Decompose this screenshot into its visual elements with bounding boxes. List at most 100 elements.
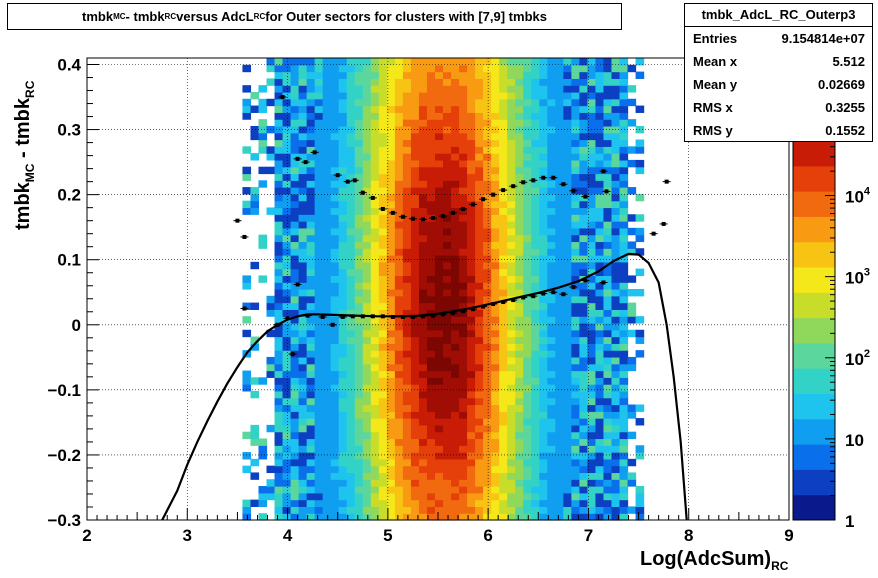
heatmap-cell <box>595 234 605 243</box>
heatmap-cell <box>362 159 372 168</box>
heatmap-cell <box>523 261 532 270</box>
heatmap-cell <box>555 78 564 86</box>
heatmap-cell <box>459 125 468 134</box>
heatmap-cell <box>587 207 597 215</box>
heatmap-cell <box>322 173 332 181</box>
heatmap-cell <box>539 316 548 324</box>
heatmap-cell <box>595 445 605 453</box>
heatmap-cell <box>515 472 524 480</box>
heatmap-cell <box>258 85 268 93</box>
heatmap-cell <box>523 322 532 331</box>
heatmap-cell <box>266 58 276 66</box>
heatmap-cell <box>410 404 420 412</box>
heatmap-cell <box>467 146 476 154</box>
palette-swatch <box>793 317 835 344</box>
heatmap-cell <box>314 343 324 351</box>
heatmap-cell <box>354 329 364 338</box>
heatmap-cell <box>402 472 412 480</box>
heatmap-cell <box>467 458 476 467</box>
heatmap-cell <box>491 119 500 127</box>
heatmap-cell <box>250 343 260 351</box>
heatmap-cell <box>523 404 532 412</box>
heatmap-cell <box>451 112 460 120</box>
heatmap-cell <box>499 132 508 141</box>
heatmap-cell <box>362 370 372 378</box>
heatmap-cell <box>587 200 597 209</box>
heatmap-cell <box>547 513 556 521</box>
heatmap-cell <box>370 377 380 385</box>
heatmap-cell <box>354 397 364 406</box>
heatmap-cell <box>410 85 420 93</box>
heatmap-cell <box>547 180 556 188</box>
heatmap-cell <box>394 363 404 372</box>
heatmap-cell <box>418 200 428 209</box>
heatmap-cell <box>274 390 284 399</box>
heatmap-cell <box>539 302 548 310</box>
heatmap-cell <box>539 112 548 120</box>
heatmap-cell <box>451 384 460 392</box>
heatmap-cell <box>523 390 532 399</box>
heatmap-cell <box>507 513 516 521</box>
heatmap-cell <box>571 445 581 453</box>
heatmap-cell <box>394 261 404 270</box>
heatmap-cell <box>394 85 404 93</box>
heatmap-cell <box>587 336 597 344</box>
heatmap-cell <box>539 513 548 521</box>
heatmap-cell <box>499 207 508 215</box>
heatmap-cell <box>587 295 597 304</box>
heatmap-cell <box>507 458 516 467</box>
heatmap-cell <box>386 356 396 365</box>
heatmap-cell <box>274 105 284 113</box>
heatmap-cell <box>314 268 324 277</box>
heatmap-cell <box>426 187 436 195</box>
heatmap-cell <box>579 506 589 514</box>
heatmap-cell <box>467 187 476 195</box>
heatmap-cell <box>306 411 316 419</box>
heatmap-cell <box>290 193 300 202</box>
heatmap-cell <box>322 261 332 270</box>
heatmap-cell <box>571 458 581 467</box>
heatmap-cell <box>386 255 396 263</box>
heatmap-cell <box>507 153 516 161</box>
heatmap-cell <box>290 282 300 290</box>
heatmap-cell <box>627 214 637 222</box>
heatmap-cell <box>282 492 292 501</box>
heatmap-cell <box>531 356 540 365</box>
heatmap-cell <box>306 207 316 215</box>
heatmap-cell <box>354 214 364 222</box>
heatmap-cell <box>555 363 564 372</box>
heatmap-cell <box>410 159 420 168</box>
heatmap-cell <box>451 356 460 365</box>
heatmap-cell <box>298 71 308 79</box>
heatmap-cell <box>459 438 468 446</box>
heatmap-cell <box>290 486 300 494</box>
heatmap-cell <box>290 132 300 141</box>
heatmap-cell <box>322 452 332 460</box>
heatmap-cell <box>402 411 412 419</box>
heatmap-cell <box>330 356 340 365</box>
heatmap-cell <box>250 91 260 100</box>
heatmap-cell <box>290 119 300 127</box>
heatmap-cell <box>443 193 452 202</box>
heatmap-cell <box>258 119 268 127</box>
heatmap-cell <box>386 289 396 297</box>
heatmap-cell <box>410 193 420 202</box>
heatmap-cell <box>242 282 252 290</box>
heatmap-cell <box>459 241 468 249</box>
heatmap-cell <box>539 397 548 406</box>
heatmap-cell <box>330 418 340 426</box>
heatmap-cell <box>354 431 364 440</box>
heatmap-cell <box>282 166 292 175</box>
heatmap-cell <box>394 153 404 161</box>
heatmap-cell <box>402 58 412 66</box>
heatmap-cell <box>242 316 252 324</box>
heatmap-cell <box>563 221 572 229</box>
heatmap-cell <box>378 458 388 467</box>
heatmap-cell <box>595 173 605 181</box>
heatmap-cell <box>386 411 396 419</box>
heatmap-cell <box>386 268 396 277</box>
heatmap-cell <box>555 125 564 134</box>
heatmap-cell <box>603 71 613 79</box>
heatmap-cell <box>443 255 452 263</box>
heatmap-cell <box>475 445 484 453</box>
